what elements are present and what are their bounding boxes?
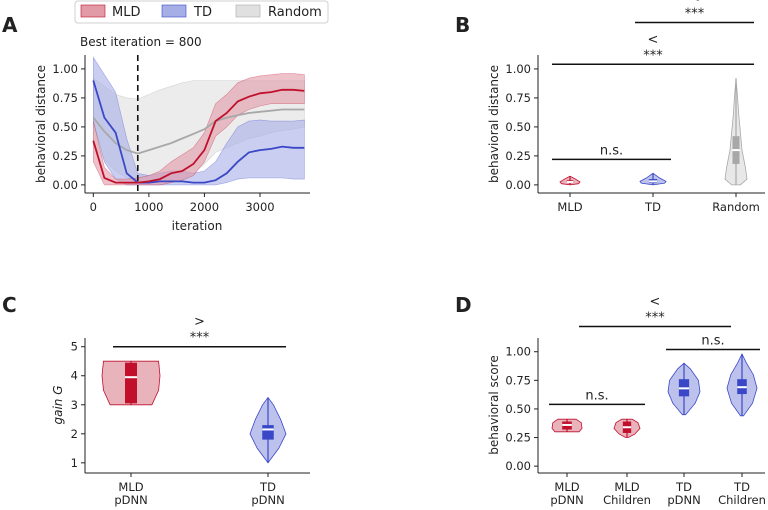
panel-d-ytick-label: 0.50: [505, 402, 531, 416]
panel-letter-c: C: [2, 293, 17, 317]
panel-b-ytick-label: 0.25: [505, 149, 531, 163]
panel-a-lines: [92, 80, 305, 184]
panel-c-ytick-label: 2: [71, 427, 78, 441]
panel-d-yticks: 0.00 0.25 0.50 0.75 1.00: [505, 345, 538, 473]
panel-a: Best iteration = 800 0 1000 2000 3000 0.000…: [34, 35, 310, 233]
line-random: [92, 108, 305, 155]
panel-c-ytick-label: 3: [71, 398, 78, 412]
panel-b-comparison-symbol: <: [689, 0, 700, 6]
panel-b-comparison-stars: ***: [643, 48, 663, 63]
legend-frame: [74, 0, 329, 24]
panel-c-ytick-label: 1: [71, 456, 78, 470]
panel-b-xtick-label: Random: [712, 200, 760, 214]
panel-c-xtick-label: pDNN: [251, 493, 284, 507]
panel-d-xtick-label: pDNN: [667, 493, 700, 507]
legend-swatch-td: [161, 4, 187, 18]
panel-d-ylabel: behavioral score: [487, 355, 501, 454]
panel-c-ylabel: gain G: [51, 385, 65, 424]
legend: MLD TD Random: [74, 0, 329, 24]
panel-c-xtick-label: TD: [259, 480, 276, 494]
panel-a-ytick-label: 0.50: [52, 120, 78, 134]
panel-d-comparison-stars: ***: [645, 311, 665, 326]
panel-a-xtick-label: 1000: [134, 200, 163, 214]
panel-letter-a: A: [2, 13, 18, 37]
legend-label-mld: MLD: [112, 5, 140, 20]
panel-d-xtick-label: TD: [733, 480, 750, 494]
panel-d-xtick-label: pDNN: [550, 493, 583, 507]
line-td: [92, 80, 305, 184]
panel-letter-d: D: [455, 293, 472, 317]
panel-b-comparison-stars: ***: [685, 7, 705, 22]
panel-b-ytick-label: 0.00: [505, 178, 531, 192]
panel-letter-b: B: [455, 13, 470, 37]
legend-swatch-random: [235, 4, 261, 18]
panel-a-xtick-label: 0: [90, 200, 97, 214]
panel-d-xtick-label: TD: [675, 480, 692, 494]
panel-a-ylabel: behavioral distance: [34, 65, 48, 183]
panel-d-xtick-label: MLD: [614, 480, 639, 494]
panel-d-ytick-label: 0.25: [505, 431, 531, 445]
panel-c-ytick-label: 5: [71, 340, 78, 354]
panel-c-violin-box: [262, 425, 274, 440]
panel-d: n.s.n.s.<*** MLDpDNNMLDChildrenTDpDNNTDC…: [487, 295, 766, 507]
panel-c-xtick-label: MLD: [118, 480, 143, 494]
panel-c-violin-box: [125, 362, 137, 404]
panel-d-comparisons: n.s. n.s. <***: [549, 295, 760, 406]
panel-a-yticks: 0.00 0.25 0.50 0.75 1.00: [52, 62, 85, 192]
panel-d-violins: [551, 353, 758, 438]
panel-d-comparison-symbol: <: [650, 295, 661, 310]
panel-b-violins: [559, 78, 748, 186]
panel-d-ytick-label: 1.00: [505, 345, 531, 359]
panel-a-title: Best iteration = 800: [80, 35, 202, 49]
panel-c-yticks: 1 2 3 4 5: [71, 340, 85, 470]
line-mld: [92, 88, 305, 184]
panel-b-comparison-label: n.s.: [600, 143, 623, 158]
panel-d-comparison-label: n.s.: [701, 333, 724, 348]
panel-a-xticks: 0 1000 2000 3000: [90, 193, 275, 214]
panel-a-xtick-label: 3000: [245, 200, 274, 214]
panel-c-ytick-label: 4: [71, 369, 78, 383]
panel-b-xtick-label: TD: [644, 200, 661, 214]
panel-a-xtick-label: 2000: [190, 200, 219, 214]
panel-b-xtick-label: MLD: [557, 200, 582, 214]
panel-a-ytick-label: 0.00: [52, 178, 78, 192]
panel-d-xtick-label: Children: [603, 493, 651, 507]
panel-b-ylabel: behavioral distance: [487, 65, 501, 183]
panel-d-ytick-label: 0.75: [505, 373, 531, 387]
panel-d-xtick-label: Children: [718, 493, 766, 507]
panel-d-ytick-label: 0.00: [505, 459, 531, 473]
panel-a-ytick-label: 1.00: [52, 62, 78, 76]
panel-a-ytick-label: 0.75: [52, 91, 78, 105]
panel-b-comparisons: n.s.<***<***: [552, 0, 754, 161]
panel-b-comparison-symbol: <: [648, 32, 659, 47]
panel-b-ytick-label: 1.00: [505, 62, 531, 76]
panel-c-violins: [101, 360, 287, 464]
panel-c-xtick-label: pDNN: [114, 493, 147, 507]
panel-c-comparison-symbol: >: [194, 315, 205, 330]
panel-d-comparison-label: n.s.: [585, 388, 608, 403]
band-mld: [93, 73, 305, 186]
panel-c-comparison-stars: ***: [190, 331, 210, 346]
legend-swatch-mld: [80, 4, 106, 18]
legend-label-random: Random: [268, 5, 322, 20]
panel-c-comparisons: >***: [113, 315, 286, 348]
legend-label-td: TD: [193, 5, 212, 20]
panel-d-xtick-label: MLD: [554, 480, 579, 494]
panel-b-xticks: MLD TD Random: [557, 193, 760, 214]
panel-b-yticks: 0.00 0.25 0.50 0.75 1.00: [505, 62, 538, 192]
panel-a-ytick-label: 0.25: [52, 149, 78, 163]
panel-b-ytick-label: 0.50: [505, 120, 531, 134]
panel-b-ytick-label: 0.75: [505, 91, 531, 105]
panel-a-xlabel: iteration: [172, 219, 223, 233]
